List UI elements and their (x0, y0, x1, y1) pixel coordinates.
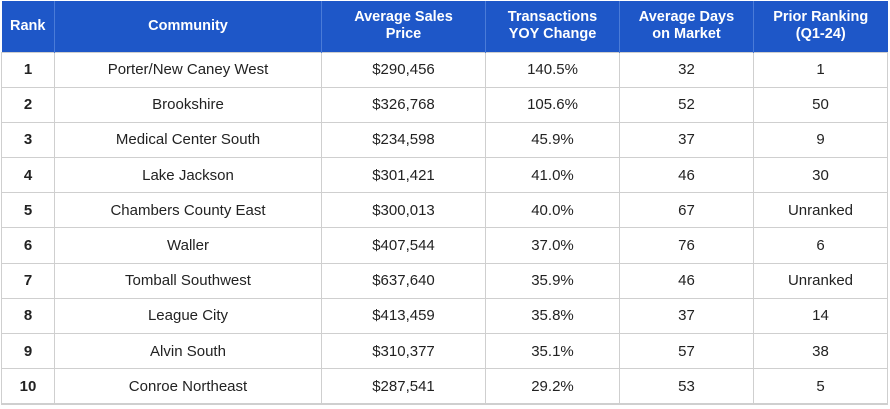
cell-prior-ranking: 6 (753, 227, 888, 264)
cell-average-days-on-market: 67 (619, 192, 754, 229)
table-row: 1 Porter/New Caney West $290,456 140.5% … (1, 51, 888, 88)
cell-rank: 1 (1, 51, 55, 88)
cell-transactions-yoy-change: 29.2% (485, 368, 620, 405)
cell-rank: 9 (1, 332, 55, 370)
cell-community: Porter/New Caney West (54, 51, 322, 88)
cell-community: Alvin South (54, 332, 322, 370)
cell-prior-ranking: 9 (753, 121, 888, 159)
cell-transactions-yoy-change: 35.9% (485, 262, 620, 299)
table-body: 1 Porter/New Caney West $290,456 140.5% … (1, 51, 888, 405)
cell-community: Tomball Southwest (54, 262, 322, 299)
cell-prior-ranking: 5 (753, 368, 888, 405)
cell-transactions-yoy-change: 40.0% (485, 192, 620, 229)
cell-average-days-on-market: 37 (619, 297, 754, 335)
cell-community: Conroe Northeast (54, 368, 322, 405)
table-row: 3 Medical Center South $234,598 45.9% 37… (1, 121, 888, 159)
cell-average-sales-price: $637,640 (321, 262, 486, 299)
cell-transactions-yoy-change: 37.0% (485, 227, 620, 264)
cell-prior-ranking: Unranked (753, 192, 888, 229)
cell-community: Waller (54, 227, 322, 264)
cell-average-sales-price: $407,544 (321, 227, 486, 264)
cell-prior-ranking: 30 (753, 157, 888, 194)
cell-community: Chambers County East (54, 192, 322, 229)
cell-transactions-yoy-change: 35.1% (485, 332, 620, 370)
cell-average-days-on-market: 52 (619, 86, 754, 123)
cell-prior-ranking: 1 (753, 51, 888, 88)
cell-rank: 10 (1, 368, 55, 405)
cell-rank: 7 (1, 262, 55, 299)
cell-community: League City (54, 297, 322, 335)
cell-transactions-yoy-change: 140.5% (485, 51, 620, 88)
header-community: Community (54, 1, 322, 52)
cell-prior-ranking: 38 (753, 332, 888, 370)
table-row: 9 Alvin South $310,377 35.1% 57 38 (1, 332, 888, 370)
header-row: Rank Community Average Sales Price Transa… (1, 1, 888, 52)
header-average-sales-price: Average Sales Price (321, 1, 486, 52)
cell-transactions-yoy-change: 45.9% (485, 121, 620, 159)
cell-average-days-on-market: 46 (619, 262, 754, 299)
cell-average-sales-price: $234,598 (321, 121, 486, 159)
header-transactions-yoy-change: Transactions YOY Change (485, 1, 620, 52)
cell-transactions-yoy-change: 41.0% (485, 157, 620, 194)
cell-community: Medical Center South (54, 121, 322, 159)
cell-average-days-on-market: 57 (619, 332, 754, 370)
table-row: 8 League City $413,459 35.8% 37 14 (1, 297, 888, 335)
cell-rank: 6 (1, 227, 55, 264)
cell-prior-ranking: 14 (753, 297, 888, 335)
cell-average-sales-price: $310,377 (321, 332, 486, 370)
header-prior-ranking: Prior Ranking (Q1-24) (753, 1, 888, 52)
table-row: 6 Waller $407,544 37.0% 76 6 (1, 227, 888, 264)
cell-average-days-on-market: 32 (619, 51, 754, 88)
cell-transactions-yoy-change: 35.8% (485, 297, 620, 335)
table-row: 7 Tomball Southwest $637,640 35.9% 46 Un… (1, 262, 888, 299)
cell-rank: 5 (1, 192, 55, 229)
table-row: 5 Chambers County East $300,013 40.0% 67… (1, 192, 888, 229)
table-header: Rank Community Average Sales Price Transa… (1, 1, 888, 52)
cell-average-days-on-market: 37 (619, 121, 754, 159)
cell-transactions-yoy-change: 105.6% (485, 86, 620, 123)
cell-average-days-on-market: 53 (619, 368, 754, 405)
cell-average-sales-price: $413,459 (321, 297, 486, 335)
table-row: 2 Brookshire $326,768 105.6% 52 50 (1, 86, 888, 123)
cell-community: Lake Jackson (54, 157, 322, 194)
header-average-days-on-market: Average Days on Market (619, 1, 754, 52)
cell-community: Brookshire (54, 86, 322, 123)
cell-rank: 3 (1, 121, 55, 159)
cell-average-days-on-market: 46 (619, 157, 754, 194)
cell-average-days-on-market: 76 (619, 227, 754, 264)
cell-average-sales-price: $301,421 (321, 157, 486, 194)
cell-rank: 4 (1, 157, 55, 194)
cell-average-sales-price: $326,768 (321, 86, 486, 123)
cell-prior-ranking: 50 (753, 86, 888, 123)
cell-rank: 8 (1, 297, 55, 335)
cell-average-sales-price: $290,456 (321, 51, 486, 88)
cell-average-sales-price: $300,013 (321, 192, 486, 229)
table-row: 4 Lake Jackson $301,421 41.0% 46 30 (1, 157, 888, 194)
header-rank: Rank (10, 17, 46, 34)
cell-average-sales-price: $287,541 (321, 368, 486, 405)
cell-prior-ranking: Unranked (753, 262, 888, 299)
cell-rank: 2 (1, 86, 55, 123)
table-row: 10 Conroe Northeast $287,541 29.2% 53 5 (1, 368, 888, 405)
